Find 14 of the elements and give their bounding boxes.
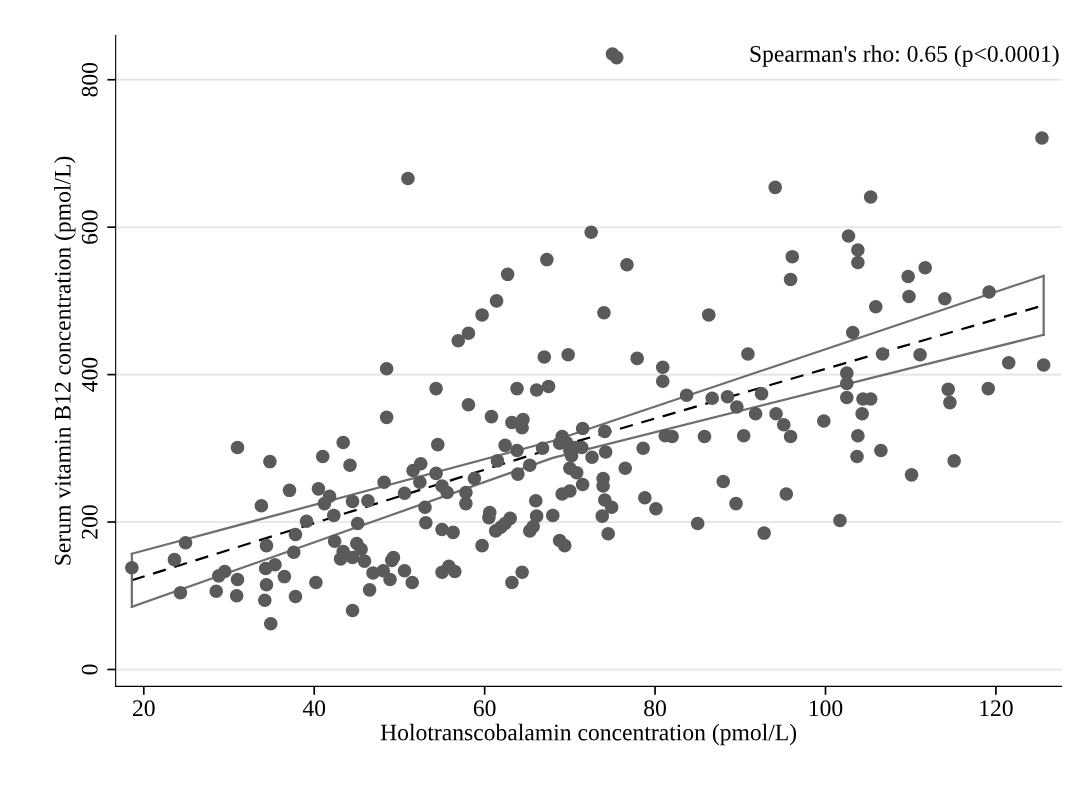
x-tick-label: 120	[980, 700, 1013, 717]
x-tick-label: 20	[133, 700, 155, 717]
x-axis-title: Holotranscobalamin concentration (pmol/L)	[380, 723, 797, 746]
x-tick-label: 60	[473, 700, 496, 717]
x-tick-label: 80	[644, 700, 666, 717]
x-tick-label: 40	[302, 700, 326, 717]
y-tick-label: 200	[81, 505, 98, 539]
y-axis-title: Serum vitamin B12 concentration (pmol/L)	[54, 156, 76, 565]
y-tick-label: 400	[81, 357, 98, 392]
annotation: Spearman's rho: 0.65 (p<0.0001)	[750, 45, 1059, 67]
y-tick-label: 600	[81, 210, 98, 244]
x-tick-label: 100	[809, 700, 843, 717]
y-tick-label: 0	[81, 664, 98, 675]
y-tick-label: 800	[81, 62, 98, 97]
